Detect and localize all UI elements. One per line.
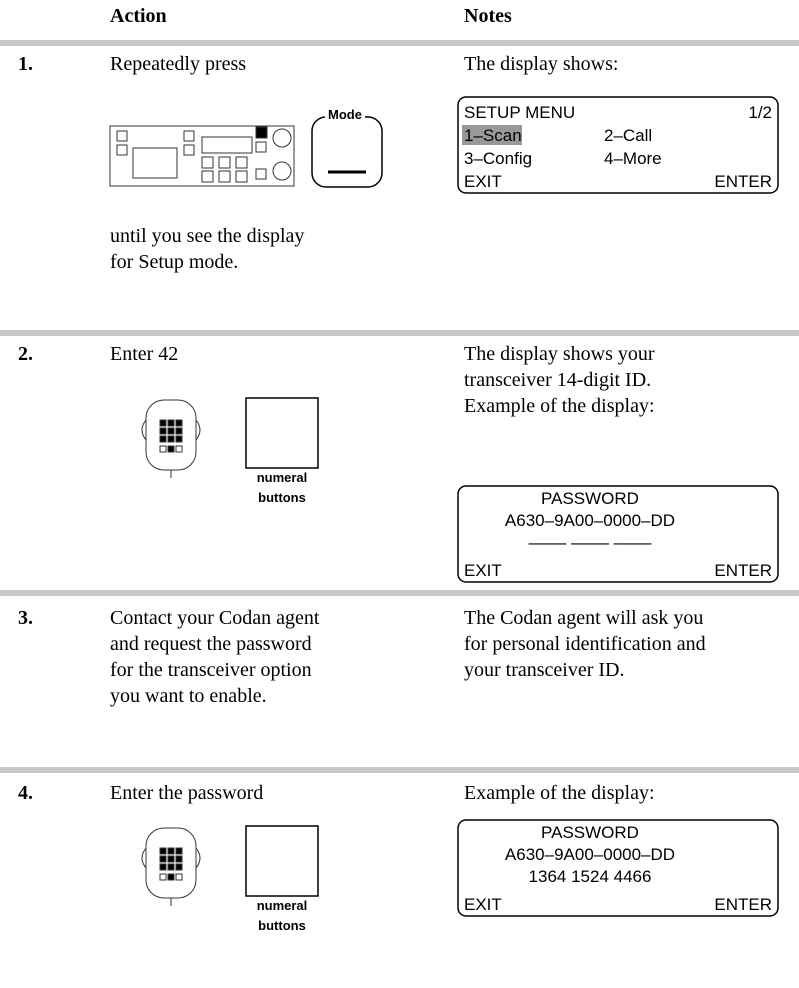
action-text: Contact your Codan agent bbox=[110, 607, 320, 629]
display-text: ENTER bbox=[714, 172, 772, 191]
action-text: for the transceiver option bbox=[110, 659, 312, 681]
notes-text: The display shows your bbox=[464, 343, 655, 365]
step-number: 2. bbox=[18, 343, 33, 365]
icon-part bbox=[167, 419, 175, 427]
step-number: 3. bbox=[18, 607, 33, 629]
icon-part bbox=[175, 873, 183, 881]
display-text: EXIT bbox=[464, 561, 502, 580]
icon-part bbox=[141, 419, 201, 441]
icon-part bbox=[167, 445, 175, 453]
step-number: 4. bbox=[18, 782, 33, 804]
display-text: PASSWORD bbox=[541, 489, 639, 508]
display-text: EXIT bbox=[464, 895, 502, 914]
numeral-button bbox=[245, 397, 319, 469]
display-text: 1364 1524 4466 bbox=[529, 867, 652, 886]
step-number: 1. bbox=[18, 53, 33, 75]
icon-part bbox=[159, 855, 167, 863]
action-text: Enter the password bbox=[110, 782, 263, 804]
column-header: Notes bbox=[464, 5, 512, 27]
display-item: 3–Config bbox=[464, 149, 532, 168]
handset-icon bbox=[141, 827, 201, 906]
display-item: 4–More bbox=[604, 149, 662, 168]
numeral-button bbox=[245, 825, 319, 897]
action-text: and request the password bbox=[110, 633, 312, 655]
icon-part bbox=[167, 847, 175, 855]
icon-part bbox=[159, 435, 167, 443]
icon-part bbox=[159, 863, 167, 871]
icon-part bbox=[167, 873, 175, 881]
label-bg bbox=[325, 108, 365, 122]
notes-text: your transceiver ID. bbox=[464, 659, 625, 681]
display-text: –––– –––– –––– bbox=[529, 533, 652, 552]
icon-part bbox=[159, 419, 167, 427]
display-text: EXIT bbox=[464, 172, 502, 191]
icon-part bbox=[175, 847, 183, 855]
highlight bbox=[462, 125, 522, 145]
separator bbox=[0, 330, 799, 336]
icon-part bbox=[145, 827, 197, 899]
column-header: Action bbox=[110, 5, 167, 27]
icon-part bbox=[159, 427, 167, 435]
display-text: 1/2 bbox=[748, 103, 772, 122]
display-text: ENTER bbox=[714, 895, 772, 914]
separator bbox=[0, 590, 799, 596]
display-text: A630–9A00–0000–DD bbox=[505, 511, 675, 530]
icon-part bbox=[145, 399, 197, 471]
icon-part bbox=[175, 863, 183, 871]
icon-part bbox=[167, 427, 175, 435]
button-label: buttons bbox=[258, 918, 306, 933]
display-text: ENTER bbox=[714, 561, 772, 580]
notes-text: transceiver 14-digit ID. bbox=[464, 369, 651, 391]
icon-part bbox=[167, 863, 175, 871]
action-text: Enter 42 bbox=[110, 343, 178, 365]
display-text: PASSWORD bbox=[541, 823, 639, 842]
notes-text: The Codan agent will ask you bbox=[464, 607, 703, 629]
icon-part bbox=[175, 419, 183, 427]
action-text: until you see the display bbox=[110, 225, 304, 247]
icon-part bbox=[175, 427, 183, 435]
mode-button bbox=[311, 116, 383, 188]
button-label: Mode bbox=[328, 107, 362, 122]
display bbox=[457, 485, 779, 583]
display-item: 2–Call bbox=[604, 126, 652, 145]
icon-part bbox=[159, 873, 167, 881]
display bbox=[457, 96, 779, 194]
button-label: buttons bbox=[258, 490, 306, 505]
separator bbox=[0, 40, 799, 46]
action-text: Repeatedly press bbox=[110, 53, 246, 75]
action-text: you want to enable. bbox=[110, 685, 267, 707]
icon-part bbox=[141, 847, 201, 869]
button-label: numeral bbox=[257, 470, 308, 485]
display-item: 1–Scan bbox=[464, 126, 522, 145]
button-label: numeral bbox=[257, 898, 308, 913]
notes-text: Example of the display: bbox=[464, 395, 655, 417]
icon-part bbox=[175, 855, 183, 863]
icon-part bbox=[159, 847, 167, 855]
action-text: for Setup mode. bbox=[110, 251, 238, 273]
radio-icon bbox=[109, 125, 295, 187]
icon-part bbox=[167, 435, 175, 443]
icon-part bbox=[175, 445, 183, 453]
notes-text: for personal identification and bbox=[464, 633, 706, 655]
handset-icon bbox=[141, 399, 201, 478]
display-text: A630–9A00–0000–DD bbox=[505, 845, 675, 864]
icon-part bbox=[175, 435, 183, 443]
notes-text: The display shows: bbox=[464, 53, 618, 75]
separator bbox=[0, 767, 799, 773]
icon-part bbox=[167, 855, 175, 863]
icon-part bbox=[159, 445, 167, 453]
display bbox=[457, 819, 779, 917]
display-text: SETUP MENU bbox=[464, 103, 575, 122]
notes-text: Example of the display: bbox=[464, 782, 655, 804]
